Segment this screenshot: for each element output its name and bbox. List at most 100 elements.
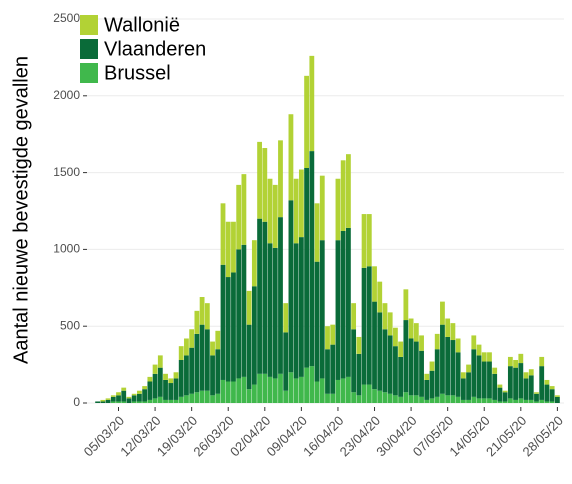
bar-segment	[236, 378, 242, 403]
bar-segment	[440, 301, 445, 325]
bar-segment	[345, 227, 351, 377]
legend-label: Wallonië	[104, 14, 180, 36]
bar-segment	[372, 266, 377, 302]
bar-segment	[434, 333, 440, 350]
bar-segment	[356, 353, 362, 396]
y-tick-label: 2000	[53, 88, 80, 102]
bar-segment	[539, 356, 545, 367]
bar-segment	[455, 338, 461, 353]
bar-segment	[100, 399, 106, 402]
bar-segment	[309, 366, 315, 403]
bar-segment	[544, 401, 550, 403]
bar-segment	[507, 366, 513, 399]
bar-segment	[147, 381, 153, 400]
bar-segment	[544, 379, 550, 385]
bar-segment	[225, 277, 231, 382]
bar-segment	[137, 393, 142, 402]
bar-segment	[497, 384, 503, 388]
bar-segment	[278, 217, 283, 374]
bar-segment	[204, 390, 210, 403]
bar-segment	[116, 395, 121, 402]
bar-segment	[345, 376, 351, 403]
bar-segment	[157, 367, 163, 397]
bar-segment	[387, 335, 393, 394]
bar-segment	[351, 303, 357, 330]
bar-segment	[528, 369, 534, 376]
bar-segment	[497, 401, 503, 403]
bar-segment	[325, 349, 330, 394]
bar-segment	[142, 401, 148, 403]
bar-segment	[142, 386, 148, 390]
bar-segment	[330, 393, 336, 403]
bar-segment	[199, 297, 205, 325]
bar-segment	[507, 356, 513, 367]
bar-segment	[157, 355, 163, 368]
bar-segment	[340, 160, 346, 231]
bar-segment	[293, 178, 299, 244]
bar-segment	[231, 221, 236, 273]
bar-segment	[314, 261, 320, 382]
bar-segment	[419, 396, 424, 403]
bar-segment	[246, 324, 252, 390]
bar-segment	[309, 55, 315, 152]
bar-segment	[184, 338, 189, 356]
bar-segment	[121, 387, 127, 391]
bar-segment	[215, 349, 221, 394]
bar-segment	[288, 200, 294, 373]
bar-segment	[288, 114, 294, 201]
bar-segment	[199, 390, 205, 403]
bar-segment	[110, 396, 116, 402]
bar-segment	[168, 399, 174, 403]
bar-segment	[497, 387, 503, 402]
bar-segment	[304, 367, 310, 403]
bar-segment	[157, 396, 163, 403]
bar-segment	[319, 378, 325, 403]
bar-segment	[178, 346, 184, 360]
bar-segment	[523, 372, 529, 379]
legend-swatch	[80, 39, 98, 59]
bar-segment	[105, 399, 111, 403]
bar-segment	[513, 367, 518, 400]
bar-segment	[173, 372, 179, 379]
bar-segment	[466, 364, 471, 373]
bar-segment	[513, 359, 518, 368]
bar-segment	[393, 346, 398, 396]
bar-segment	[110, 401, 116, 403]
bar-segment	[131, 393, 137, 396]
bar-segment	[549, 386, 555, 390]
bar-segment	[298, 376, 304, 403]
bar-segment	[220, 264, 226, 380]
bar-segment	[492, 373, 498, 400]
bar-segment	[152, 373, 158, 399]
bar-segment	[220, 203, 226, 265]
bar-segment	[466, 372, 471, 400]
bar-segment	[476, 398, 482, 403]
bar-segment	[403, 392, 409, 403]
bar-segment	[366, 214, 372, 267]
bar-segment	[210, 355, 215, 396]
bar-segment	[231, 272, 236, 382]
bar-segment	[335, 178, 341, 241]
bar-segment	[539, 399, 545, 403]
bar-segment	[189, 329, 195, 348]
bar-segment	[445, 336, 451, 396]
bar-segment	[137, 401, 142, 403]
bar-segment	[272, 378, 278, 403]
bar-segment	[377, 281, 383, 313]
bar-segment	[257, 218, 262, 374]
bar-segment	[518, 363, 524, 399]
bar-segment	[544, 384, 550, 402]
bar-segment	[262, 148, 268, 222]
bar-segment	[398, 396, 404, 403]
bar-segment	[314, 381, 320, 403]
bar-segment	[194, 392, 200, 403]
y-tick-label: 0	[73, 395, 80, 409]
bar-segment	[314, 203, 320, 262]
bar-segment	[408, 318, 414, 339]
bar-segment	[471, 335, 477, 350]
bar-segment	[440, 393, 445, 403]
legend-swatch	[80, 15, 98, 35]
bar-segment	[377, 390, 383, 403]
bar-segment	[481, 352, 487, 362]
bar-segment	[325, 393, 330, 403]
